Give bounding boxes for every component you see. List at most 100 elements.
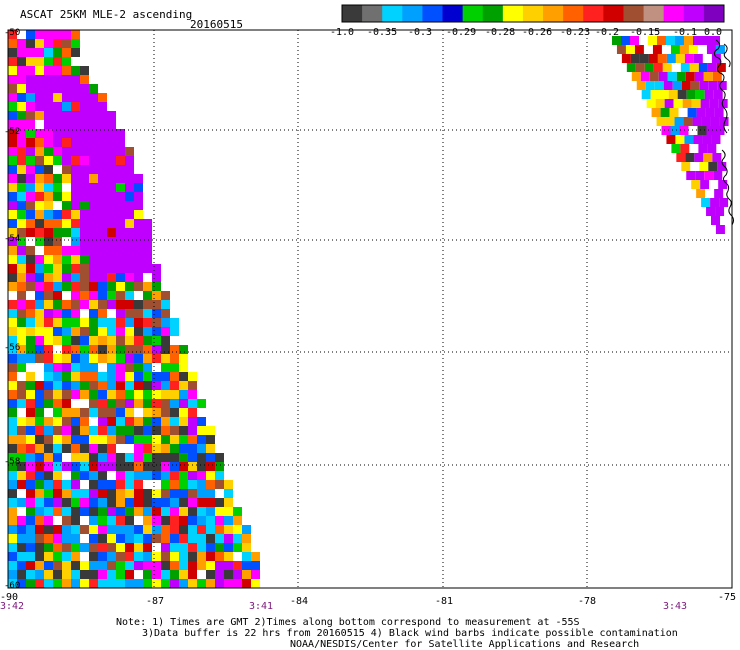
colorbar-swatch — [402, 5, 423, 22]
swath-cell — [188, 417, 197, 426]
swath-cell — [8, 498, 17, 507]
swath-cell — [152, 282, 161, 291]
swath-cell — [8, 129, 17, 138]
swath-cell — [116, 480, 125, 489]
swath-cell — [197, 417, 206, 426]
swath-cell — [700, 99, 710, 108]
swath-cell — [53, 156, 62, 165]
swath-cell — [80, 300, 89, 309]
swath-cell — [80, 579, 89, 588]
swath-cell — [8, 264, 17, 273]
swath-cell — [644, 63, 654, 72]
swath-cell — [62, 399, 71, 408]
swath-cell — [80, 309, 89, 318]
swath-cell — [8, 426, 17, 435]
swath-cell — [134, 561, 143, 570]
swath-cell — [179, 390, 188, 399]
swath-cell — [80, 462, 89, 471]
swath-cell — [89, 102, 98, 111]
swath-cell — [161, 309, 170, 318]
swath-cell — [35, 471, 44, 480]
swath-cell — [107, 183, 116, 192]
swath-cell — [62, 201, 71, 210]
swath-cell — [26, 489, 35, 498]
swath-cell — [206, 552, 215, 561]
swath-cell — [107, 237, 116, 246]
swath-cell — [53, 129, 62, 138]
swath-cell — [107, 210, 116, 219]
swath-cell — [89, 381, 98, 390]
swath-cell — [143, 516, 152, 525]
colorbar-swatch — [583, 5, 604, 22]
swath-cell — [656, 117, 666, 126]
swath-cell — [107, 570, 116, 579]
swath-cell — [80, 165, 89, 174]
swath-cell — [107, 390, 116, 399]
swath-cell — [215, 552, 224, 561]
swath-cell — [80, 345, 89, 354]
colorbar-swatch — [623, 5, 645, 22]
swath-cell — [188, 552, 197, 561]
swath-cell — [17, 435, 26, 444]
swath-cell — [116, 192, 125, 201]
swath-cell — [630, 54, 640, 63]
swath-cell — [17, 219, 26, 228]
swath-cell — [716, 144, 726, 153]
swath-cell — [161, 318, 170, 327]
swath-cell — [188, 381, 197, 390]
swath-cell — [152, 345, 161, 354]
swath-cell — [80, 381, 89, 390]
swath-cell — [197, 525, 206, 534]
swath-cell — [197, 516, 206, 525]
swath-cell — [708, 81, 718, 90]
swath-cell — [44, 111, 53, 120]
swath-cell — [8, 210, 17, 219]
swath-cell — [80, 534, 89, 543]
swath-cell — [80, 264, 89, 273]
swath-cell — [708, 162, 718, 171]
swath-cell — [170, 570, 179, 579]
swath-cell — [703, 153, 713, 162]
swath-cell — [17, 282, 26, 291]
swath-cell — [107, 354, 116, 363]
swath-cell — [705, 189, 715, 198]
swath-cell — [62, 372, 71, 381]
swath-cell — [44, 237, 53, 246]
swath-cell — [71, 48, 80, 57]
swath-cell — [35, 309, 44, 318]
swath-cell — [89, 300, 98, 309]
swath-cell — [179, 444, 188, 453]
swath-cell — [684, 135, 694, 144]
swath-cell — [8, 93, 17, 102]
swath-cell — [134, 345, 143, 354]
swath-cell — [62, 174, 71, 183]
swath-cell — [80, 363, 89, 372]
swath-cell — [35, 534, 44, 543]
swath-cell — [134, 336, 143, 345]
swath-cell — [98, 534, 107, 543]
swath-cell — [89, 120, 98, 129]
swath-cell — [639, 54, 649, 63]
swath-cell — [161, 534, 170, 543]
swath-cell — [143, 327, 152, 336]
swath-cell — [17, 543, 26, 552]
swath-cell — [80, 498, 89, 507]
swath-cell — [53, 561, 62, 570]
swath-cell — [188, 435, 197, 444]
swath-cell — [17, 120, 26, 129]
swath-cell — [44, 381, 53, 390]
swath-cell — [134, 372, 143, 381]
swath-cell — [143, 552, 152, 561]
swath-cell — [53, 489, 62, 498]
swath-cell — [197, 507, 206, 516]
swath-cell — [215, 543, 224, 552]
swath-cell — [53, 426, 62, 435]
swath-cell — [98, 102, 107, 111]
swath-cell — [80, 237, 89, 246]
swath-cell — [89, 291, 98, 300]
swath-cell — [143, 363, 152, 372]
swath-cell — [697, 126, 707, 135]
swath-cell — [161, 435, 170, 444]
swath-cell — [152, 372, 161, 381]
swath-cell — [98, 381, 107, 390]
